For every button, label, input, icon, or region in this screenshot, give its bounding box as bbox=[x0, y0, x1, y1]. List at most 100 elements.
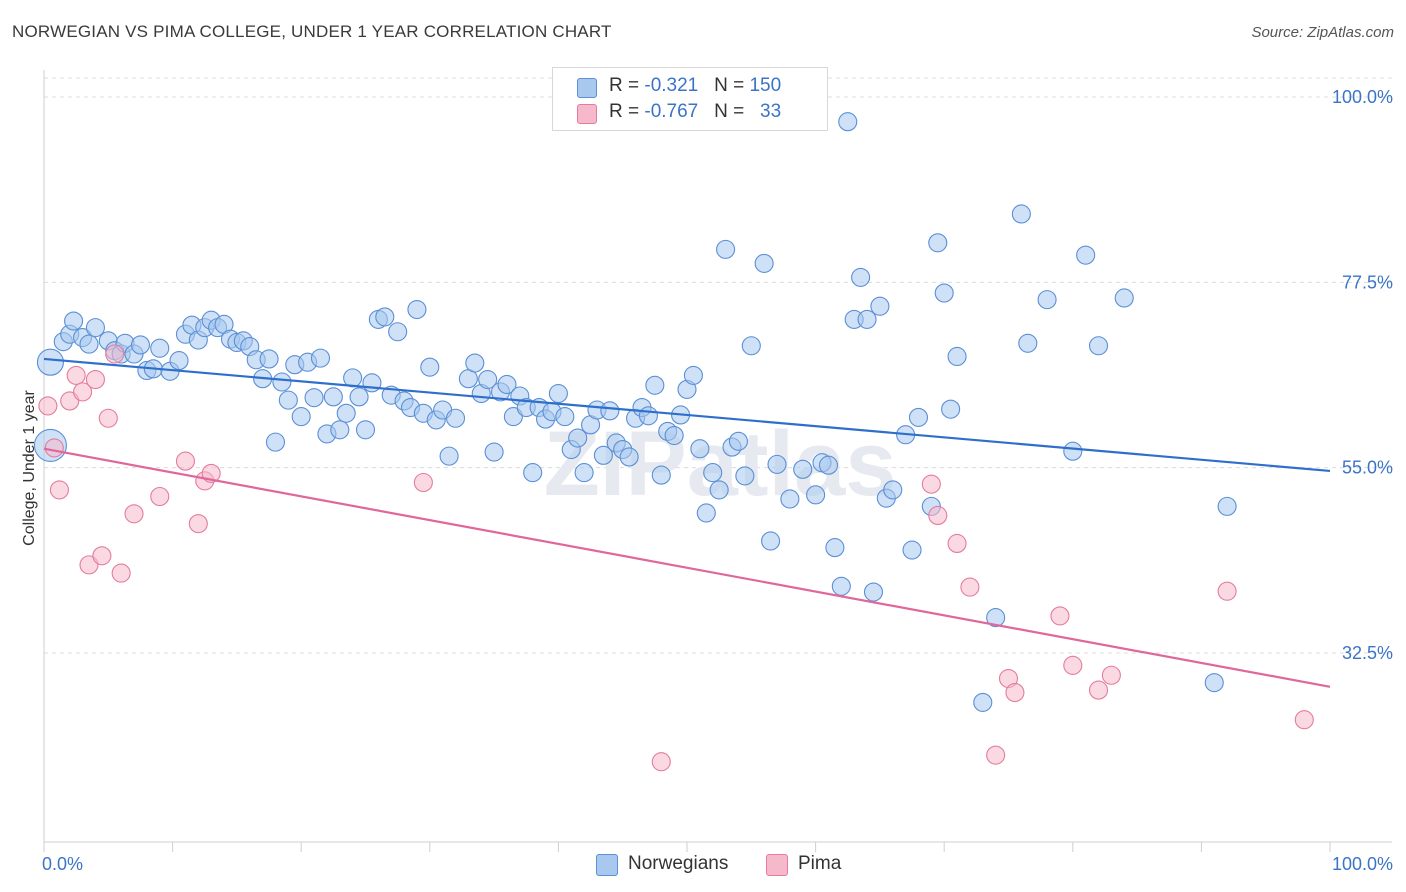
data-point bbox=[304, 388, 324, 408]
data-point bbox=[973, 692, 993, 712]
data-point bbox=[407, 299, 427, 320]
data-point bbox=[741, 336, 761, 356]
data-point bbox=[130, 335, 150, 355]
data-point bbox=[336, 403, 356, 423]
data-point bbox=[439, 446, 459, 466]
r-label: R = bbox=[609, 75, 645, 96]
data-point bbox=[960, 577, 980, 597]
data-point bbox=[947, 346, 967, 367]
data-point bbox=[478, 369, 498, 390]
data-point bbox=[85, 318, 105, 338]
r-label: R = bbox=[609, 101, 645, 122]
r-value: -0.767 bbox=[644, 101, 699, 122]
data-point bbox=[863, 582, 884, 602]
data-point bbox=[619, 447, 639, 467]
data-point bbox=[651, 465, 671, 485]
y-axis-label: College, Under 1 year bbox=[21, 390, 38, 546]
data-point bbox=[375, 307, 395, 327]
data-point bbox=[278, 390, 298, 410]
data-point bbox=[92, 546, 112, 566]
data-point bbox=[735, 466, 755, 486]
data-point bbox=[175, 451, 196, 471]
data-point bbox=[703, 463, 723, 483]
data-point bbox=[349, 387, 369, 407]
data-point bbox=[1063, 655, 1083, 675]
tick-labels: 32.5% 55.0% 77.5% 100.0% 0.0% 100.0% bbox=[42, 87, 1393, 874]
pima-swatch bbox=[766, 854, 788, 876]
data-point bbox=[645, 375, 665, 395]
data-point bbox=[44, 438, 64, 458]
data-point bbox=[1204, 673, 1224, 693]
data-point bbox=[1217, 496, 1237, 516]
data-point bbox=[188, 514, 208, 534]
data-point bbox=[851, 267, 871, 287]
data-point bbox=[265, 432, 286, 452]
data-point bbox=[600, 401, 620, 421]
data-point bbox=[330, 420, 350, 440]
legend-label: Norwegians bbox=[628, 853, 729, 874]
data-point bbox=[831, 576, 851, 596]
data-point bbox=[413, 472, 433, 493]
data-point bbox=[574, 463, 594, 483]
pima-trend-line bbox=[43, 447, 1331, 688]
data-point bbox=[593, 445, 613, 465]
data-point bbox=[388, 322, 408, 342]
data-point bbox=[638, 406, 658, 426]
data-point bbox=[1076, 245, 1096, 265]
source-credit: Source: ZipAtlas.com bbox=[1251, 24, 1394, 41]
data-point bbox=[1018, 333, 1038, 353]
data-point bbox=[793, 459, 813, 479]
data-point bbox=[1005, 682, 1025, 703]
data-point bbox=[85, 369, 105, 390]
data-point bbox=[98, 408, 118, 428]
data-point bbox=[420, 357, 440, 377]
data-point bbox=[870, 296, 890, 316]
data-point bbox=[1011, 204, 1031, 224]
data-point bbox=[1037, 290, 1057, 310]
data-point bbox=[651, 752, 671, 772]
data-point bbox=[921, 474, 941, 494]
data-point bbox=[690, 439, 710, 459]
data-point bbox=[1050, 606, 1070, 626]
data-point bbox=[1101, 665, 1121, 685]
correlation-legend: R = -0.321 N = 150 R = -0.767 N = 33 bbox=[552, 67, 828, 131]
data-point bbox=[696, 503, 716, 523]
y-tick-label: 77.5% bbox=[1342, 272, 1393, 292]
data-point bbox=[568, 428, 588, 448]
data-point bbox=[49, 480, 69, 500]
norwegians-trend-line bbox=[43, 357, 1331, 473]
data-point bbox=[947, 533, 967, 553]
series-legend: Norwegians Pima bbox=[0, 853, 1406, 877]
data-point bbox=[825, 538, 845, 558]
data-point bbox=[986, 608, 1006, 628]
data-point bbox=[79, 334, 99, 354]
data-point bbox=[716, 239, 736, 259]
x-tick-label: 100.0% bbox=[1332, 854, 1393, 874]
chart-title: NORWEGIAN VS PIMA COLLEGE, UNDER 1 YEAR … bbox=[12, 22, 612, 41]
data-point bbox=[323, 387, 343, 407]
data-point bbox=[838, 112, 858, 132]
data-point bbox=[934, 283, 954, 303]
r-value: -0.321 bbox=[644, 75, 699, 96]
data-point bbox=[908, 407, 929, 427]
data-point bbox=[928, 505, 948, 525]
data-point bbox=[683, 365, 703, 385]
data-point bbox=[857, 309, 877, 329]
data-point bbox=[754, 253, 774, 273]
data-point bbox=[780, 489, 800, 509]
data-point bbox=[806, 485, 826, 505]
data-point bbox=[64, 311, 84, 331]
data-point bbox=[445, 408, 466, 428]
data-point bbox=[124, 504, 144, 524]
y-tick-label: 100.0% bbox=[1332, 87, 1393, 107]
data-point bbox=[928, 233, 948, 253]
data-point bbox=[111, 563, 131, 583]
data-point bbox=[664, 425, 684, 446]
norwegians-swatch bbox=[577, 78, 597, 98]
data-point bbox=[73, 382, 93, 402]
data-point bbox=[169, 351, 189, 371]
data-point bbox=[941, 399, 961, 419]
data-point bbox=[1114, 288, 1134, 308]
data-point bbox=[259, 349, 279, 369]
